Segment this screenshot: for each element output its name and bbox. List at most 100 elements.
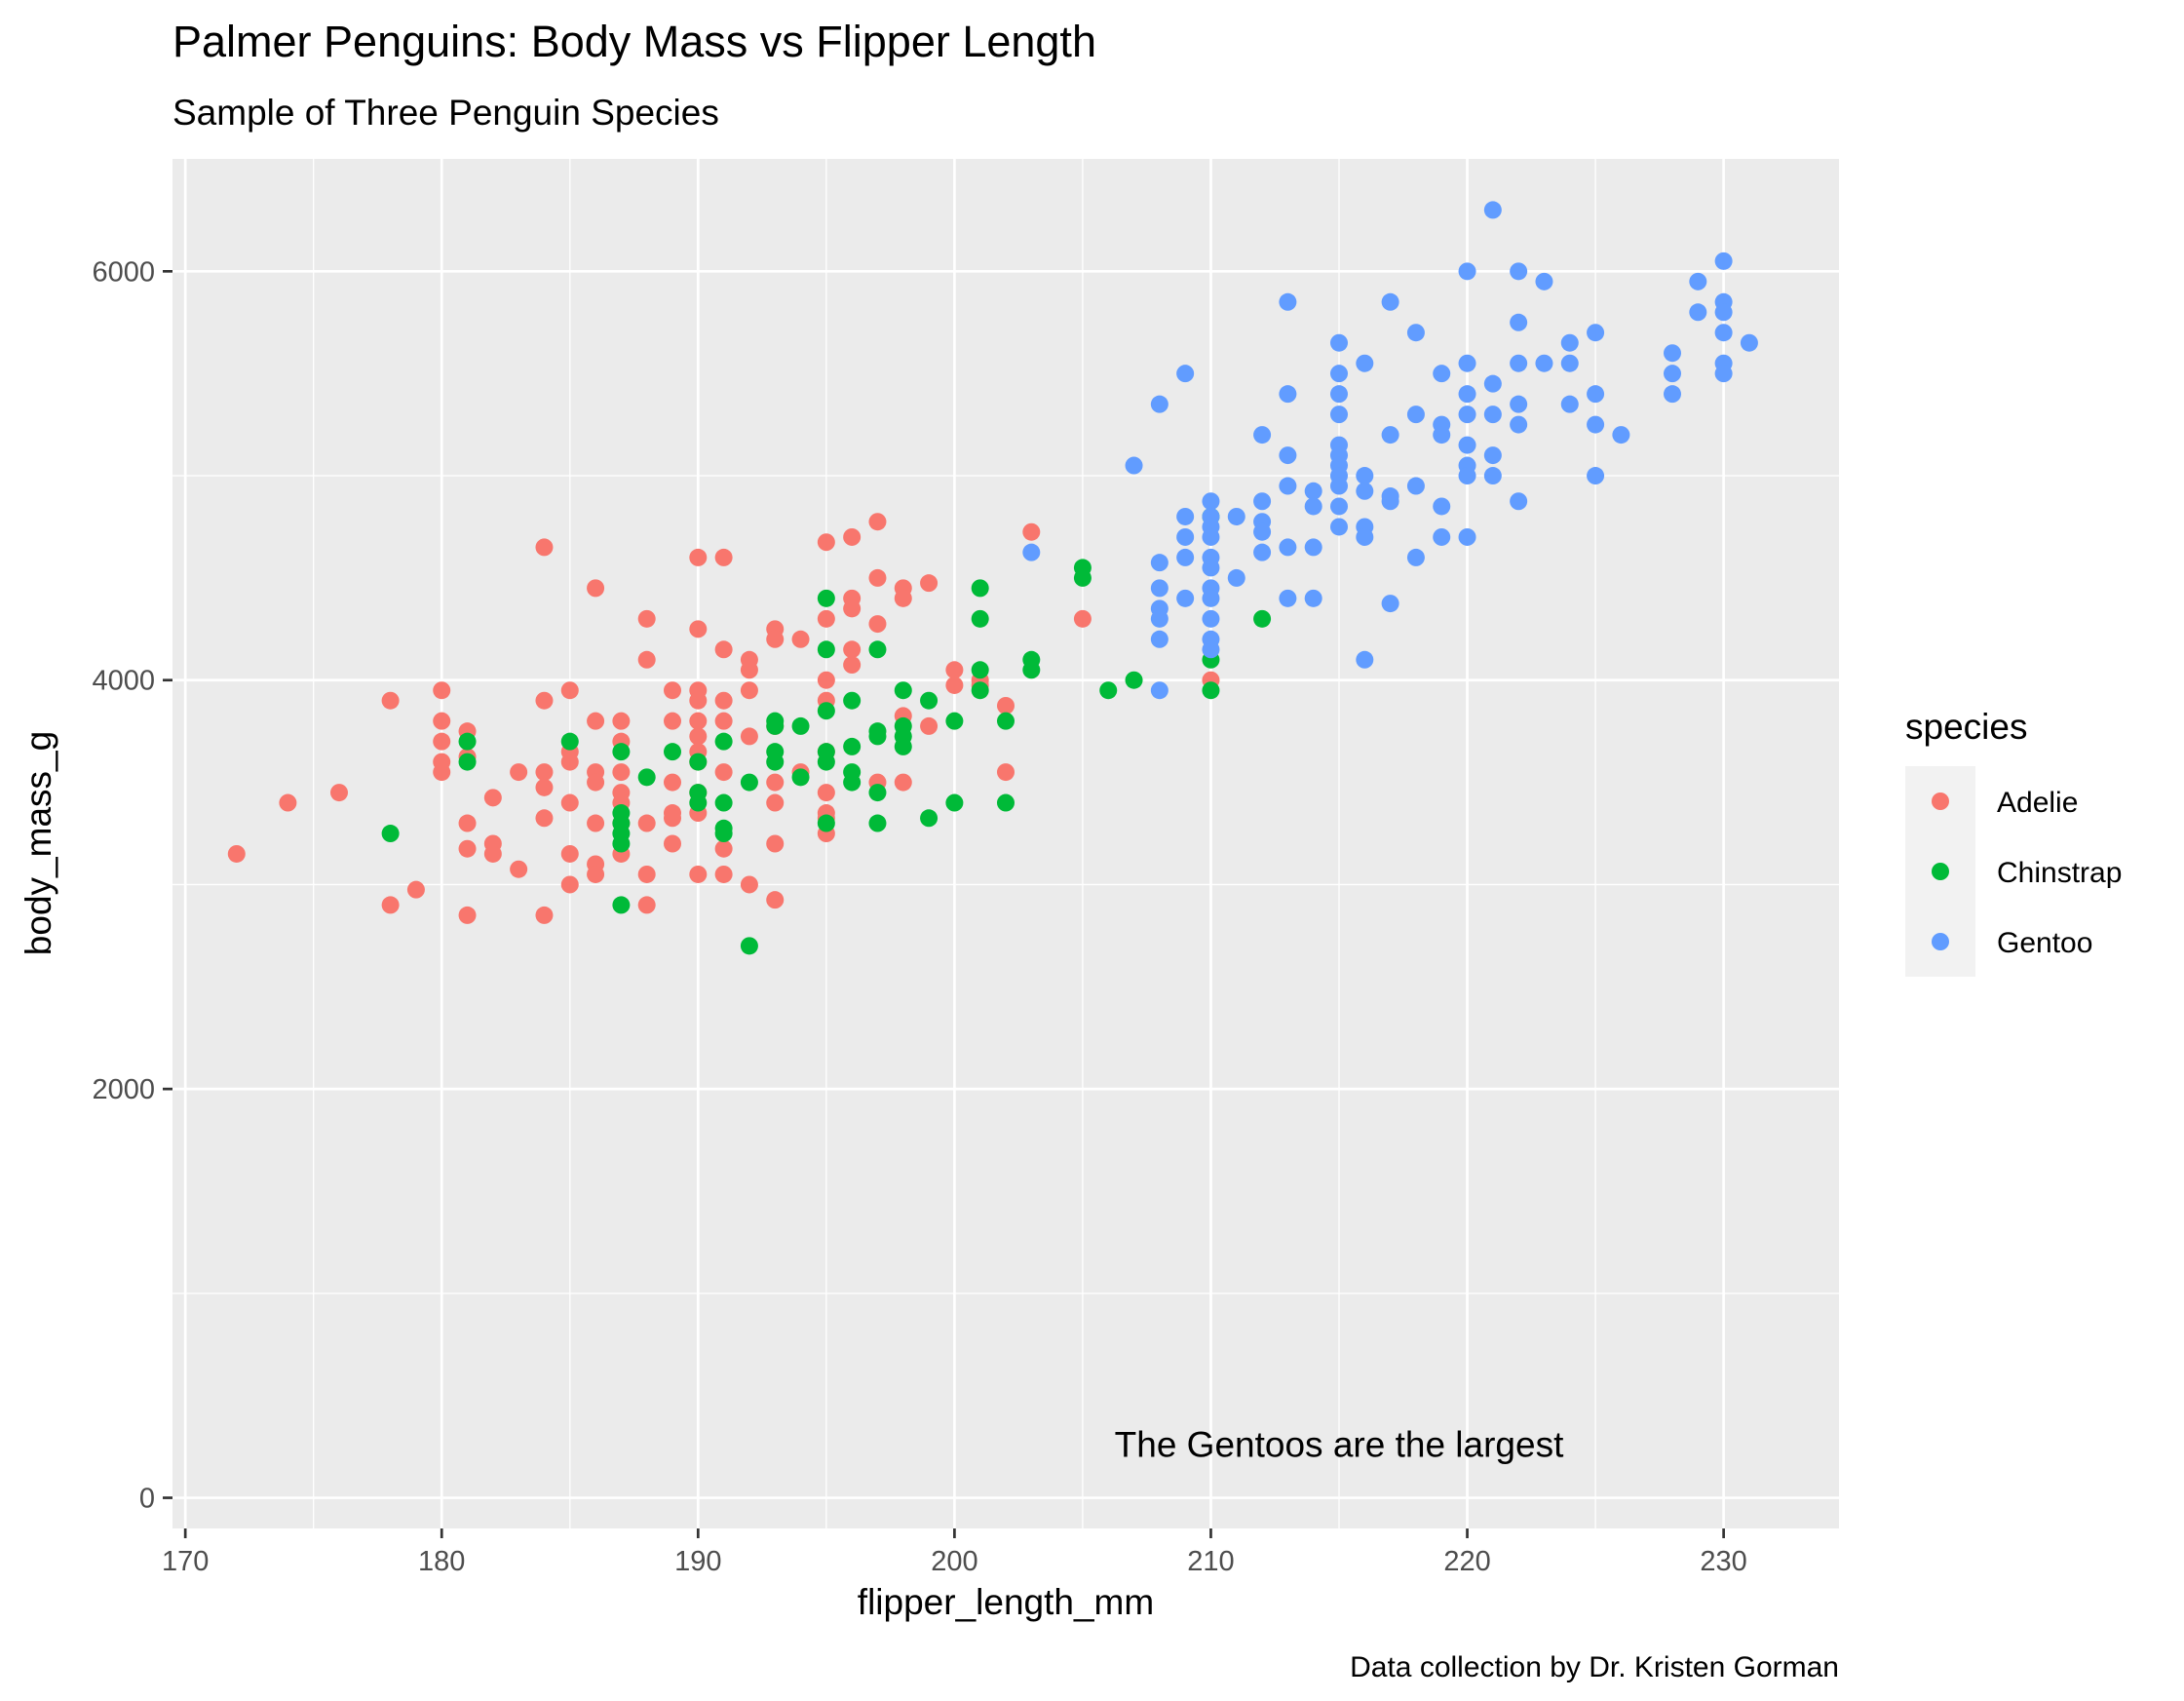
point-adelie <box>637 814 656 832</box>
chart-caption: Data collection by Dr. Kristen Gorman <box>1350 1651 1839 1683</box>
point-gentoo <box>1330 497 1348 516</box>
point-gentoo <box>1176 507 1195 525</box>
point-chinstrap <box>612 743 631 761</box>
point-chinstrap <box>740 937 758 955</box>
point-adelie <box>868 568 887 587</box>
point-adelie <box>843 640 862 659</box>
point-adelie <box>433 712 451 730</box>
point-adelie <box>714 640 733 659</box>
point-adelie <box>945 676 964 694</box>
y-tick-label: 0 <box>139 1484 155 1515</box>
legend: species Adelie Chinstrap Gentoo <box>1905 707 2122 977</box>
point-gentoo <box>1612 426 1630 445</box>
x-tick-label: 230 <box>1700 1546 1746 1577</box>
point-gentoo <box>1125 456 1143 475</box>
point-gentoo <box>1356 467 1374 485</box>
point-adelie <box>664 773 681 792</box>
point-gentoo <box>1689 272 1707 290</box>
point-adelie <box>997 696 1015 715</box>
point-adelie <box>843 527 862 546</box>
point-adelie <box>843 656 862 675</box>
point-gentoo <box>1587 415 1605 434</box>
point-chinstrap <box>843 773 862 792</box>
point-chinstrap <box>868 727 887 746</box>
point-gentoo <box>1279 589 1297 607</box>
point-adelie <box>560 844 579 863</box>
point-chinstrap <box>817 589 835 607</box>
point-chinstrap <box>612 896 631 914</box>
point-chinstrap <box>971 609 989 628</box>
point-chinstrap <box>791 716 810 735</box>
point-adelie <box>637 609 656 628</box>
point-adelie <box>843 599 862 618</box>
point-gentoo <box>1406 406 1425 424</box>
x-tick-label: 180 <box>418 1546 465 1577</box>
point-gentoo <box>1664 365 1681 383</box>
point-gentoo <box>1304 497 1322 516</box>
point-gentoo <box>1510 395 1528 413</box>
major-gridlines <box>172 159 1839 1528</box>
point-gentoo <box>1253 426 1272 445</box>
point-gentoo <box>1202 559 1220 577</box>
point-gentoo <box>1356 354 1374 372</box>
point-adelie <box>689 548 708 566</box>
point-adelie <box>817 784 835 802</box>
point-adelie <box>740 681 758 700</box>
point-adelie <box>433 763 451 782</box>
point-adelie <box>817 671 835 689</box>
legend-label-adelie: Adelie <box>1997 787 2078 819</box>
point-chinstrap <box>1253 609 1272 628</box>
x-axis-label: flipper_length_mm <box>858 1582 1154 1622</box>
point-chinstrap <box>817 640 835 659</box>
point-gentoo <box>1150 609 1169 628</box>
point-adelie <box>740 727 758 746</box>
point-gentoo <box>1587 467 1605 485</box>
x-tick-label: 200 <box>931 1546 977 1577</box>
point-adelie <box>279 793 297 812</box>
point-chinstrap <box>843 737 862 755</box>
point-gentoo <box>1664 344 1681 363</box>
point-adelie <box>483 789 502 807</box>
point-gentoo <box>1433 497 1451 516</box>
point-gentoo <box>1150 579 1169 598</box>
x-tick-label: 190 <box>674 1546 721 1577</box>
point-adelie <box>227 844 246 863</box>
point-chinstrap <box>1073 568 1092 587</box>
point-chinstrap <box>868 814 887 832</box>
point-gentoo <box>1253 522 1272 541</box>
point-adelie <box>535 809 554 828</box>
point-gentoo <box>1202 609 1220 628</box>
point-adelie <box>433 732 451 751</box>
point-adelie <box>587 773 605 792</box>
point-chinstrap <box>689 753 708 771</box>
point-gentoo <box>1560 333 1579 352</box>
chart-title: Palmer Penguins: Body Mass vs Flipper Le… <box>172 17 1096 66</box>
point-chinstrap <box>664 743 681 761</box>
point-gentoo <box>1330 406 1348 424</box>
point-gentoo <box>1510 492 1528 511</box>
point-gentoo <box>1279 477 1297 495</box>
point-chinstrap <box>894 681 912 700</box>
point-gentoo <box>1714 303 1733 322</box>
point-gentoo <box>1279 446 1297 465</box>
point-gentoo <box>1176 548 1195 566</box>
point-adelie <box>689 727 708 746</box>
point-adelie <box>535 538 554 557</box>
point-chinstrap <box>1125 671 1143 689</box>
chart-subtitle: Sample of Three Penguin Species <box>172 93 719 133</box>
point-chinstrap <box>714 793 733 812</box>
point-chinstrap <box>1022 661 1041 679</box>
point-adelie <box>535 763 554 782</box>
point-chinstrap <box>945 712 964 730</box>
point-gentoo <box>1483 406 1502 424</box>
point-gentoo <box>1433 365 1451 383</box>
point-adelie <box>689 691 708 710</box>
point-gentoo <box>1279 538 1297 557</box>
point-chinstrap <box>381 825 400 843</box>
point-chinstrap <box>637 768 656 787</box>
point-gentoo <box>1356 650 1374 669</box>
legend-key-gentoo <box>1932 933 1949 950</box>
point-chinstrap <box>945 793 964 812</box>
point-gentoo <box>1330 365 1348 383</box>
